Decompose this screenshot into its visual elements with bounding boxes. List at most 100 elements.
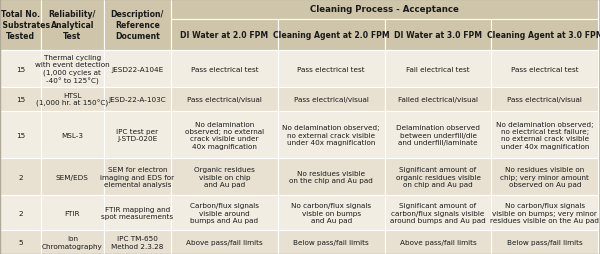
Bar (41, 230, 104, 254)
Bar (385, 230, 491, 254)
Bar (385, 112, 491, 159)
Text: Significant amount of
carbon/flux signals visible
around bumps and Au pad: Significant amount of carbon/flux signal… (390, 202, 486, 223)
Text: 15: 15 (16, 132, 25, 138)
Bar (385, 20, 491, 51)
Text: Below pass/fail limits: Below pass/fail limits (293, 239, 369, 245)
Bar (104, 159, 171, 195)
Text: Ion
Chromatography: Ion Chromatography (42, 235, 103, 249)
Text: 15: 15 (16, 97, 25, 103)
Text: 2: 2 (18, 210, 23, 216)
Text: Pass electrical test: Pass electrical test (298, 67, 365, 72)
Bar (278, 195, 385, 230)
Bar (0, 195, 41, 230)
Text: Cleaning Agent at 3.0 FPM: Cleaning Agent at 3.0 FPM (487, 31, 600, 40)
Text: Pass electrical/visual: Pass electrical/visual (508, 97, 582, 103)
Text: Thermal cycling
with event detection
(1,000 cycles at
-40° to 125°C): Thermal cycling with event detection (1,… (35, 55, 110, 84)
Bar (0, 88, 41, 112)
Bar (0, 51, 41, 88)
Bar (491, 20, 598, 51)
Text: No carbon/flux signals
visble on bumps
and Au pad: No carbon/flux signals visble on bumps a… (291, 202, 371, 223)
Text: Reliability/
Analytical
Test: Reliability/ Analytical Test (49, 10, 96, 41)
Text: DI Water at 3.0 FPM: DI Water at 3.0 FPM (394, 31, 482, 40)
Bar (171, 0, 598, 20)
Text: No carbon/flux signals
visible on bumps; very minor
residues visible on the Au p: No carbon/flux signals visible on bumps;… (490, 202, 599, 223)
Bar (171, 230, 278, 254)
Text: HTSL
(1,000 hr. at 150°C): HTSL (1,000 hr. at 150°C) (36, 92, 109, 107)
Text: Pass electrical/visual: Pass electrical/visual (187, 97, 262, 103)
Text: JESD-22-A-103C: JESD-22-A-103C (109, 97, 166, 103)
Bar (0, 112, 41, 159)
Bar (104, 112, 171, 159)
Text: Above pass/fail limits: Above pass/fail limits (186, 239, 263, 245)
Bar (0, 0, 41, 51)
Text: JESD22-A104E: JESD22-A104E (111, 67, 164, 72)
Bar (491, 112, 598, 159)
Bar (171, 112, 278, 159)
Bar (385, 51, 491, 88)
Text: SEM/EDS: SEM/EDS (56, 174, 89, 180)
Text: MSL-3: MSL-3 (61, 132, 83, 138)
Text: Fail electrical test: Fail electrical test (406, 67, 470, 72)
Bar (41, 195, 104, 230)
Bar (104, 230, 171, 254)
Text: Cleaning Agent at 2.0 FPM: Cleaning Agent at 2.0 FPM (273, 31, 389, 40)
Bar (385, 159, 491, 195)
Bar (171, 20, 278, 51)
Text: No residues visible on
chip; very minor amount
observed on Au pad: No residues visible on chip; very minor … (500, 167, 589, 187)
Text: DI Water at 2.0 FPM: DI Water at 2.0 FPM (181, 31, 268, 40)
Bar (171, 51, 278, 88)
Text: Pass electrical/visual: Pass electrical/visual (294, 97, 368, 103)
Bar (491, 51, 598, 88)
Text: No residues visible
on the chip and Au pad: No residues visible on the chip and Au p… (289, 170, 373, 184)
Text: Below pass/fail limits: Below pass/fail limits (507, 239, 583, 245)
Bar (278, 112, 385, 159)
Text: FTIR mapping and
spot measurements: FTIR mapping and spot measurements (101, 206, 173, 219)
Text: FTIR: FTIR (65, 210, 80, 216)
Text: IPC test per
J-STD-020E: IPC test per J-STD-020E (116, 129, 158, 142)
Text: 15: 15 (16, 67, 25, 72)
Bar (41, 88, 104, 112)
Bar (491, 195, 598, 230)
Bar (491, 230, 598, 254)
Bar (41, 0, 104, 51)
Text: IPC TM-650
Method 2.3.28: IPC TM-650 Method 2.3.28 (111, 235, 164, 249)
Bar (171, 159, 278, 195)
Bar (278, 159, 385, 195)
Bar (104, 0, 171, 51)
Text: Cleaning Process - Acceptance: Cleaning Process - Acceptance (310, 5, 459, 14)
Bar (104, 88, 171, 112)
Text: Organic residues
visible on chip
and Au pad: Organic residues visible on chip and Au … (194, 167, 255, 187)
Bar (278, 88, 385, 112)
Bar (41, 159, 104, 195)
Bar (278, 51, 385, 88)
Text: SEM for electron
imaging and EDS for
elemental analysis: SEM for electron imaging and EDS for ele… (100, 167, 175, 187)
Text: Above pass/fail limits: Above pass/fail limits (400, 239, 476, 245)
Bar (0, 230, 41, 254)
Text: Failed electrical/visual: Failed electrical/visual (398, 97, 478, 103)
Text: Description/
Reference
Document: Description/ Reference Document (111, 10, 164, 41)
Bar (171, 195, 278, 230)
Bar (278, 230, 385, 254)
Bar (491, 159, 598, 195)
Text: No delamination observed;
no electrical test failure;
no external crack visible
: No delamination observed; no electrical … (496, 121, 593, 149)
Bar (41, 112, 104, 159)
Bar (41, 51, 104, 88)
Text: Significant amount of
organic residues visible
on chip and Au pad: Significant amount of organic residues v… (395, 167, 481, 187)
Text: No delamination
observed; no external
crack visible under
40x magnification: No delamination observed; no external cr… (185, 121, 264, 149)
Bar (104, 195, 171, 230)
Bar (171, 88, 278, 112)
Bar (491, 88, 598, 112)
Text: Pass electrical test: Pass electrical test (511, 67, 578, 72)
Text: 2: 2 (18, 174, 23, 180)
Text: Delamination observed
between underfill/die
and underfill/laminate: Delamination observed between underfill/… (396, 125, 480, 145)
Bar (0, 159, 41, 195)
Text: Pass electrical test: Pass electrical test (191, 67, 258, 72)
Text: Total No.
of Substrates
Tested: Total No. of Substrates Tested (0, 10, 50, 41)
Text: No delamination observed;
no external crack visible
under 40x magnification: No delamination observed; no external cr… (283, 125, 380, 145)
Bar (278, 20, 385, 51)
Bar (385, 88, 491, 112)
Text: 5: 5 (18, 239, 23, 245)
Bar (104, 51, 171, 88)
Text: Carbon/flux signals
visible around
bumps and Au pad: Carbon/flux signals visible around bumps… (190, 202, 259, 223)
Bar (385, 195, 491, 230)
